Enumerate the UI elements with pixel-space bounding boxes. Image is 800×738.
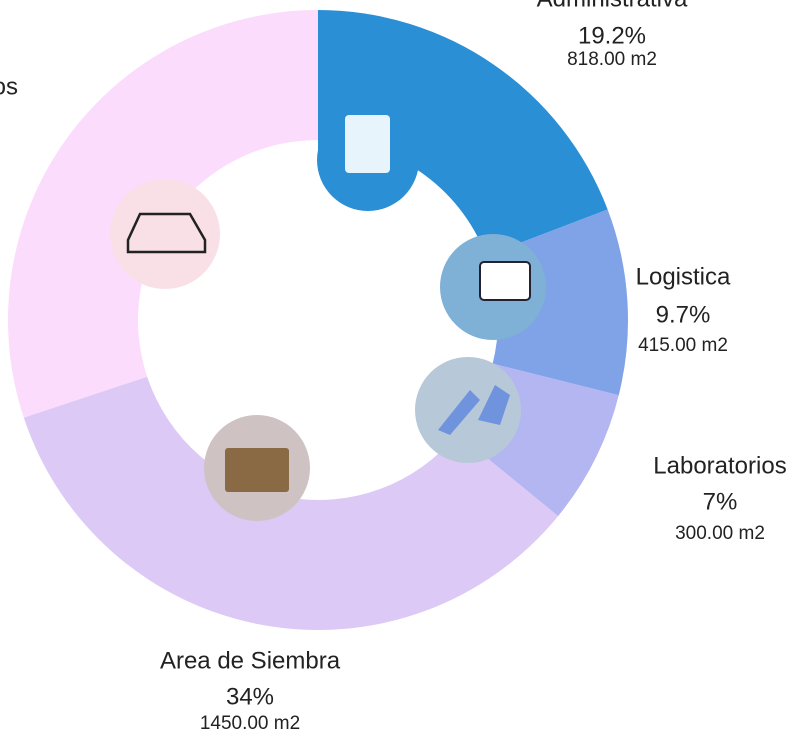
admin-tab [317,10,418,211]
labels: Administrativa 19.2%818.00 m2 Logistica 9.7… [0,0,787,734]
donut-segment [318,10,608,256]
category-label: os [0,73,18,100]
area-label: 818.00 m2 [567,49,657,70]
percent-label: 19.2% [578,22,646,49]
category-label: Logistica [636,263,731,290]
category-label: Area de Siembra [160,647,341,674]
percent-label: 7% [703,488,738,515]
category-label: Administrativa [537,0,688,12]
forklift-icon [479,261,531,301]
percent-label: 34% [226,683,274,710]
category-label: Laboratorios [653,452,786,479]
percent-label: 9.7% [656,301,711,328]
area-label: 300.00 m2 [675,523,765,544]
admin-icon [345,115,390,173]
gloves-icon [438,385,510,435]
icons [110,10,546,521]
seedbed-icon [225,448,289,492]
car-icon [126,212,207,254]
car-badge [110,179,220,289]
area-label: 415.00 m2 [638,335,728,356]
area-label: 1450.00 m2 [200,713,300,734]
